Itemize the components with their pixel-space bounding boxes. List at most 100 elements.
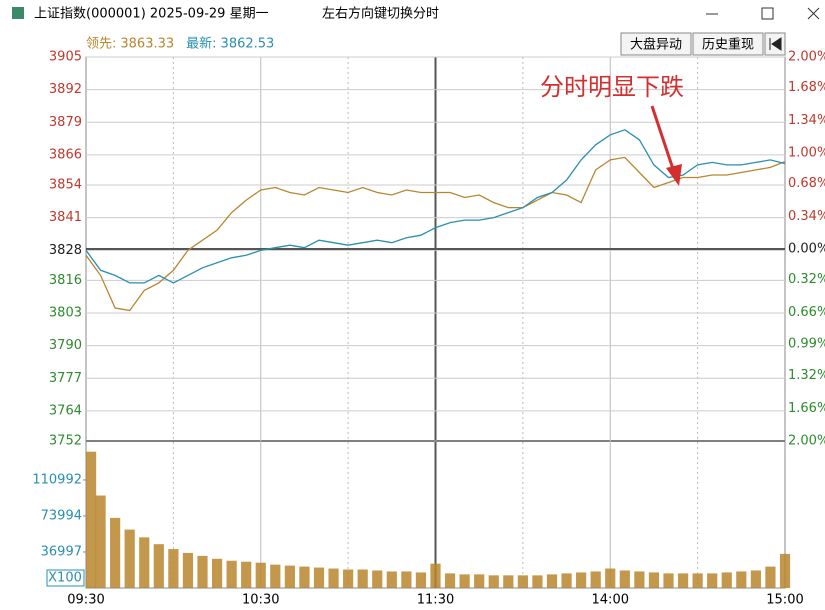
x-tick-label: 14:00 [592, 593, 629, 608]
volume-bar [211, 558, 223, 588]
volume-bar [86, 451, 97, 588]
volume-unit: X100 [48, 571, 82, 586]
volume-bar [736, 571, 747, 588]
volume-bar [444, 573, 456, 588]
legend-name: 领先: [86, 37, 116, 52]
y2-tick-label: 0.00% [788, 242, 825, 257]
app-icon [12, 7, 24, 19]
volume-tick-label: 36997 [41, 544, 82, 559]
volume-bar [546, 574, 558, 588]
volume-bar [707, 573, 718, 588]
volume-bar [255, 562, 266, 588]
window-hint: 左右方向键切换分时 [322, 6, 439, 22]
annotation-arrow [650, 105, 676, 173]
volume-bar [357, 569, 368, 588]
price-line [85, 156, 786, 312]
volume-bar [313, 567, 325, 588]
volume-bar [634, 571, 645, 588]
volume-bar [663, 573, 674, 588]
maximize-button[interactable] [761, 7, 774, 20]
y-tick-label: 3752 [49, 434, 82, 449]
volume-bar [386, 571, 397, 588]
x-tick-label: 09:30 [67, 593, 104, 608]
volume-bar [488, 575, 499, 588]
volume-bar [401, 571, 412, 588]
y-tick-label: 3854 [49, 178, 82, 193]
volume-tick-label: 110992 [32, 472, 82, 487]
volume-bar [459, 574, 470, 588]
volume-bar [182, 552, 194, 588]
volume-bar [415, 572, 427, 588]
volume-bar [474, 574, 485, 588]
volume-bar [576, 572, 587, 588]
legend-name: 最新: [186, 36, 216, 52]
volume-bar [153, 544, 164, 588]
volume-bar [343, 569, 354, 588]
volume-bar [241, 561, 252, 588]
volume-bar [299, 566, 310, 588]
volume-bar [168, 549, 179, 588]
y2-tick-label: 2.00% [788, 50, 825, 65]
y2-tick-label: 1.00% [788, 146, 825, 161]
volume-bar [328, 568, 339, 588]
y-tick-label: 3866 [49, 147, 82, 162]
y2-tick-label: 0.99% [788, 337, 825, 352]
y-tick-label: 3841 [49, 210, 82, 225]
volume-bar [430, 563, 441, 588]
toolbar-button[interactable] [620, 32, 692, 56]
toolbar-button[interactable] [692, 32, 764, 56]
volume-bar [284, 565, 295, 588]
legend-value: 3862.53 [221, 37, 275, 52]
price-line [85, 129, 786, 284]
y2-tick-label: 1.68% [788, 80, 825, 95]
volume-bar [226, 560, 237, 588]
y-tick-label: 3905 [49, 50, 82, 65]
volume-bar [721, 572, 732, 588]
y2-tick-label: 0.66% [788, 305, 825, 320]
close-button[interactable] [807, 7, 820, 20]
volume-bar [124, 529, 135, 588]
y2-tick-label: 0.34% [788, 209, 825, 224]
volume-bar [532, 575, 543, 588]
y2-tick-label: 2.00% [788, 434, 825, 449]
y-tick-label: 3803 [49, 306, 82, 321]
y-tick-label: 3828 [49, 243, 82, 258]
y2-tick-label: 1.32% [788, 368, 825, 383]
y-tick-label: 3879 [49, 115, 82, 130]
volume-bar [765, 566, 776, 588]
volume-bar [197, 555, 208, 588]
volume-bar [779, 553, 791, 588]
volume-bar [648, 572, 660, 588]
x-tick-label: 11:30 [417, 593, 454, 608]
volume-bar [95, 495, 106, 588]
y-tick-label: 3790 [49, 338, 82, 353]
y2-tick-label: 0.68% [788, 176, 825, 191]
y-tick-label: 3764 [49, 403, 82, 418]
toolbar-button-label: 历史重现 [702, 37, 754, 53]
y2-tick-label: 1.34% [788, 113, 825, 128]
x-tick-label: 15:00 [766, 593, 803, 608]
history-back-icon [769, 37, 782, 51]
volume-bar [517, 575, 528, 588]
volume-unit-box [46, 569, 85, 587]
volume-bar [561, 573, 572, 588]
volume-bar [677, 573, 689, 588]
y-tick-label: 3892 [49, 82, 82, 97]
volume-bar [503, 575, 514, 588]
toolbar-button-label: 大盘异动 [630, 37, 682, 53]
volume-tick-label: 73994 [41, 508, 82, 523]
y-tick-label: 3816 [49, 273, 82, 288]
volume-bar [110, 517, 121, 588]
volume-bar [750, 570, 761, 588]
volume-bar [270, 564, 281, 588]
volume-bar [590, 571, 601, 588]
volume-bar [139, 537, 150, 588]
volume-bar [372, 570, 383, 588]
volume-bar [692, 573, 703, 588]
volume-bar [619, 570, 630, 588]
volume-bar [605, 568, 616, 588]
y-tick-label: 3777 [49, 371, 82, 386]
